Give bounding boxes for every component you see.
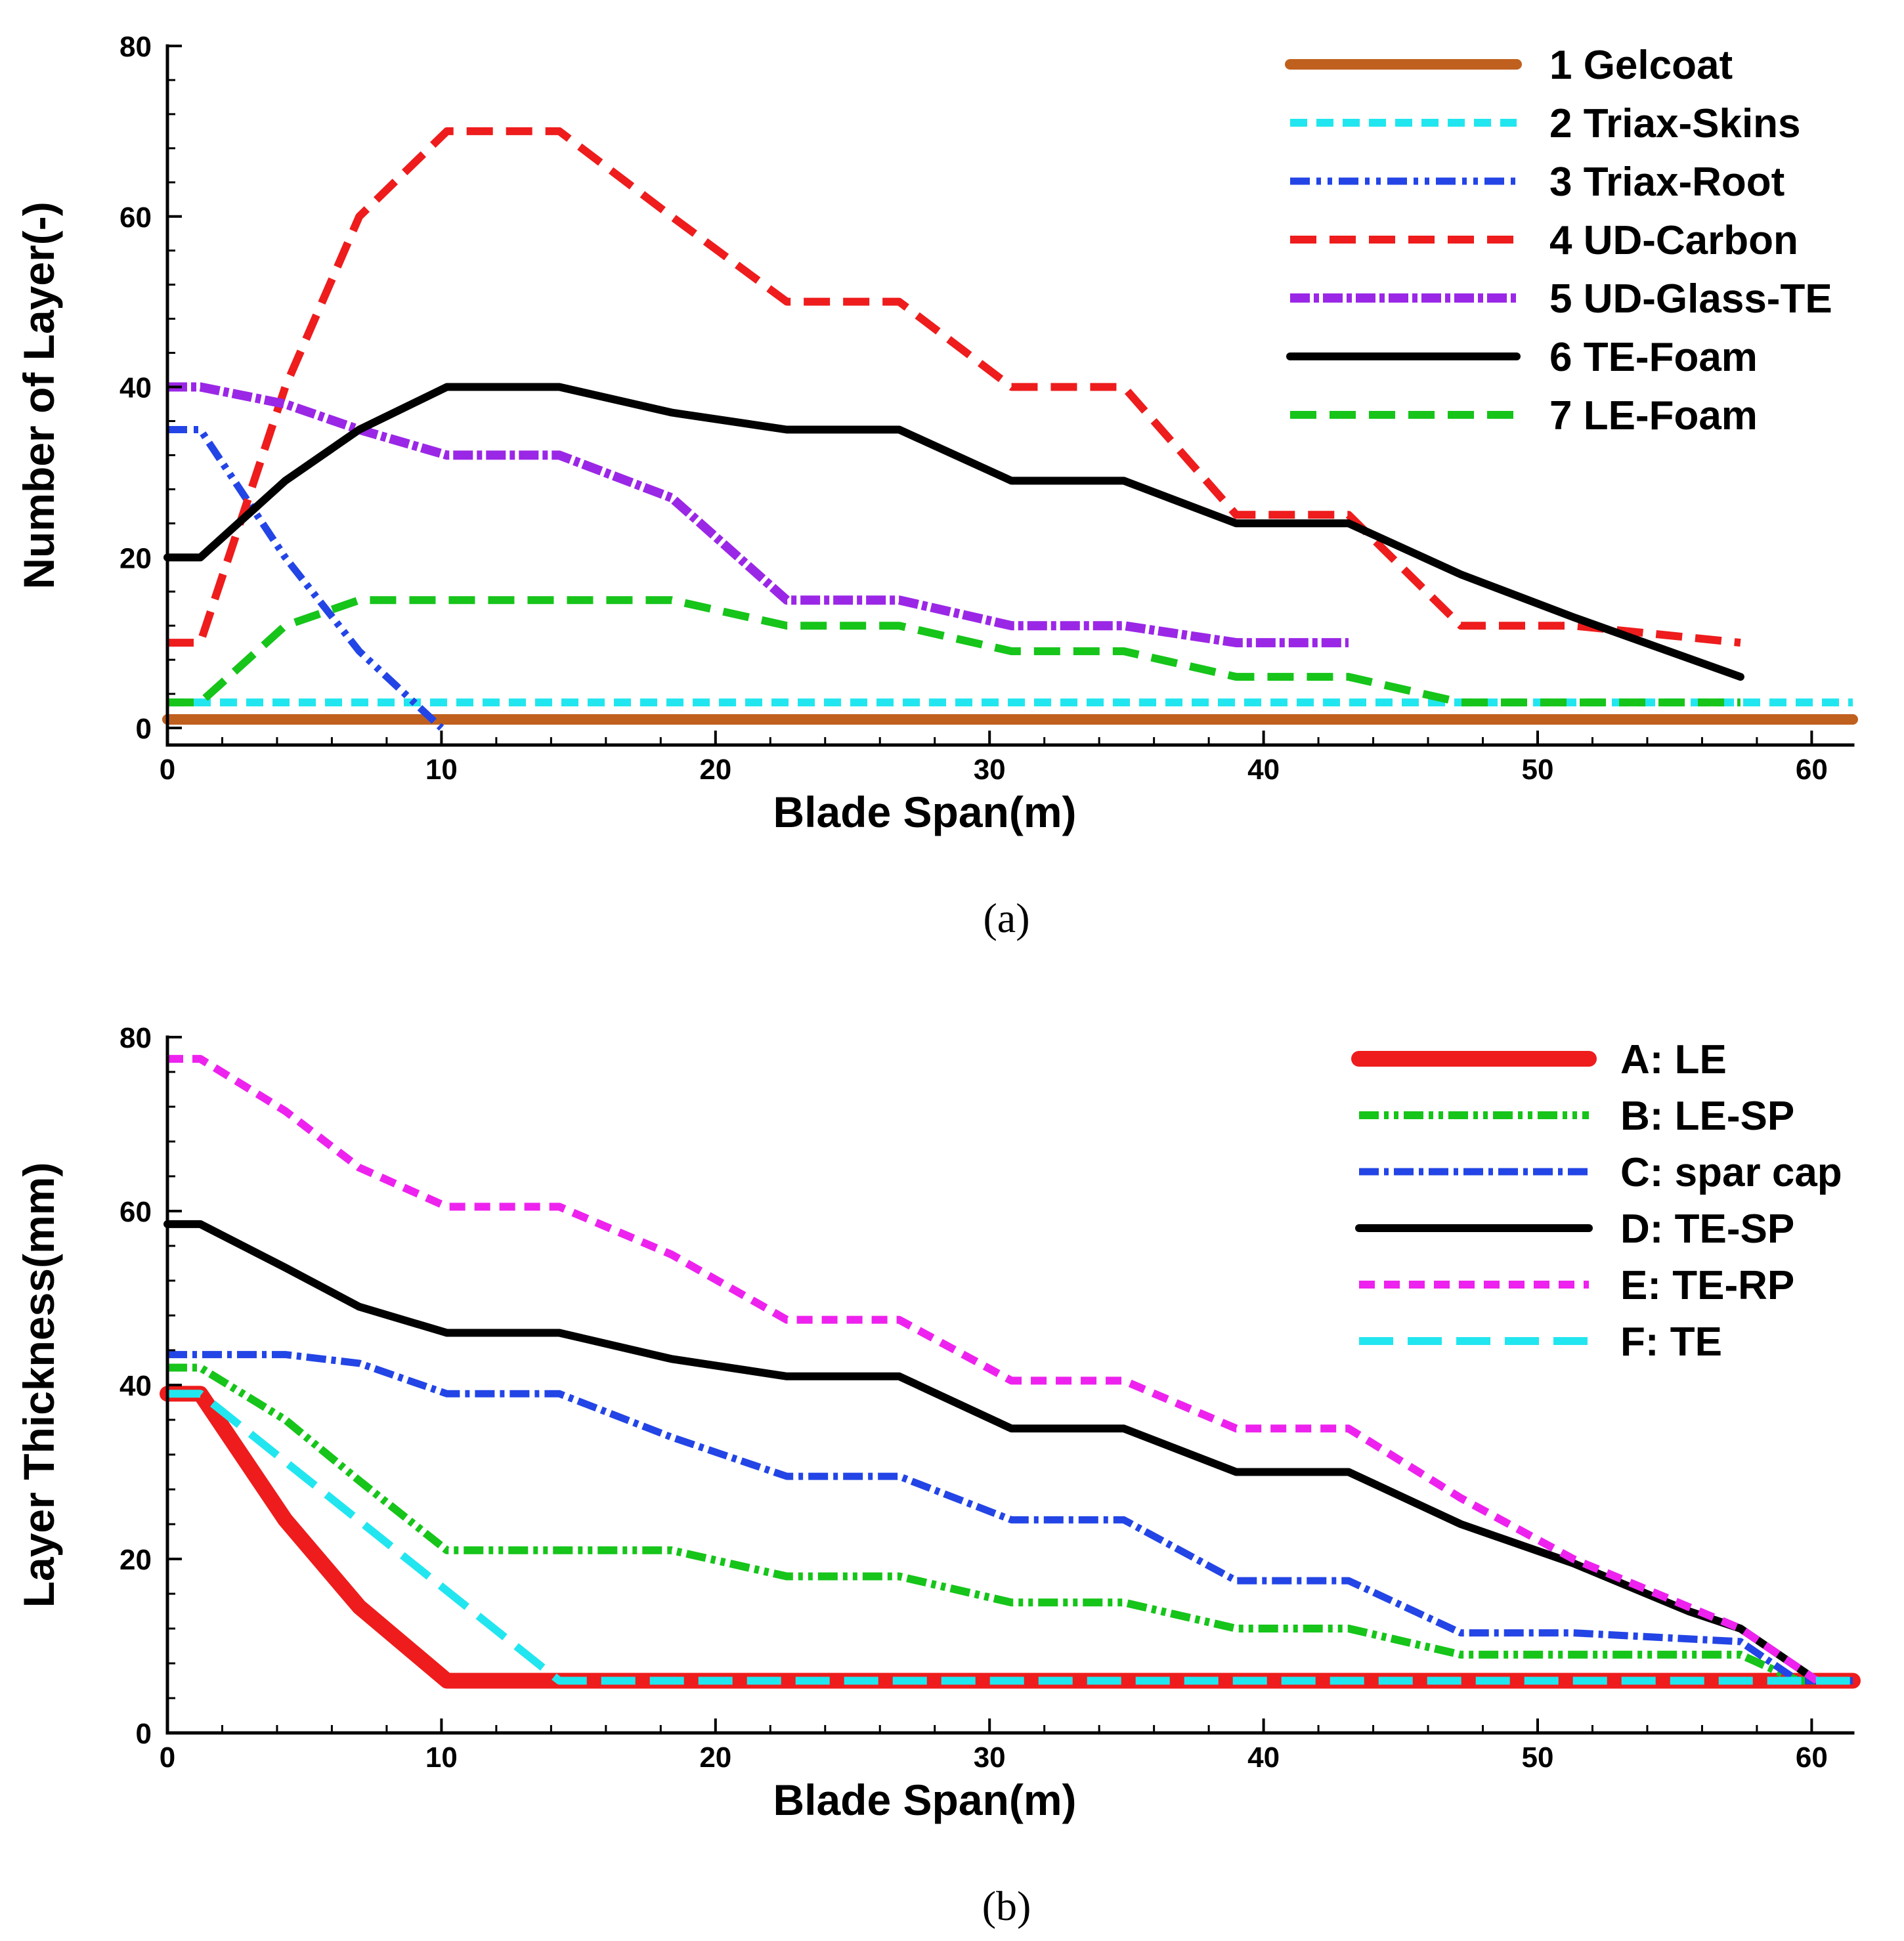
- x-tick-label-b: 0: [160, 1741, 175, 1774]
- x-axis-label-a: Blade Span(m): [773, 788, 1076, 836]
- legend-label-b-3: C: spar cap: [1620, 1150, 1842, 1195]
- legend-label-a-7: 7 LE-Foam: [1549, 393, 1758, 438]
- caption-b: (b): [982, 1883, 1031, 1929]
- x-axis-label-b: Blade Span(m): [773, 1776, 1076, 1824]
- legend-label-b-6: F: TE: [1620, 1319, 1722, 1365]
- series-line-b-6: [167, 1390, 1853, 1685]
- caption-a: (a): [983, 895, 1029, 941]
- x-tick-label-a: 50: [1522, 754, 1554, 786]
- series-line-a-7: [167, 596, 1741, 707]
- series-line-b-5: [167, 1055, 1820, 1684]
- x-tick-label-b: 60: [1796, 1741, 1828, 1774]
- series-line-a-3: [167, 426, 444, 731]
- x-tick-label-a: 0: [160, 754, 175, 786]
- x-tick-label-a: 20: [699, 754, 731, 786]
- legend-label-a-5: 5 UD-Glass-TE: [1549, 276, 1832, 322]
- x-tick-label-a: 30: [974, 754, 1006, 786]
- x-tick-label-b: 20: [699, 1741, 731, 1774]
- y-tick-label-a: 60: [119, 202, 152, 234]
- legend-label-b-1: A: LE: [1620, 1037, 1727, 1082]
- y-axis-label-b: Layer Thickness(mm): [14, 1162, 63, 1608]
- x-tick-label-b: 10: [425, 1741, 458, 1774]
- series-line-b-2: [167, 1363, 1853, 1685]
- legend-label-a-1: 1 Gelcoat: [1549, 43, 1733, 88]
- y-tick-label-a: 80: [119, 31, 152, 63]
- series-line-a-4: [167, 127, 1741, 647]
- y-tick-label-b: 0: [136, 1718, 152, 1750]
- y-axis-label-a: Number of Layer(-): [14, 202, 63, 589]
- x-tick-label-b: 30: [974, 1741, 1006, 1774]
- chart-a: 0 10 20 30 40 50 60 0 20 40 60 80 Blade Span(m) Numbe…: [14, 31, 1858, 941]
- y-tick-label-a: 0: [136, 713, 152, 745]
- legend-label-a-4: 4 UD-Carbon: [1549, 218, 1798, 263]
- y-tick-label-b: 20: [119, 1544, 152, 1576]
- y-tick-label-a: 20: [119, 542, 152, 574]
- legend-label-b-5: E: TE-RP: [1620, 1263, 1794, 1308]
- y-tick-label-b: 60: [119, 1196, 152, 1228]
- legend-label-a-6: 6 TE-Foam: [1549, 335, 1758, 380]
- legend-label-b-2: B: LE-SP: [1620, 1094, 1794, 1139]
- chart-b: 0 10 20 30 40 50 60 0 20 40 60 80 Blade Span(m) Layer…: [14, 1022, 1861, 1929]
- series-line-b-4: [163, 1220, 1821, 1685]
- series-line-b-3: [167, 1351, 1853, 1684]
- legend-label-a-2: 2 Triax-Skins: [1549, 101, 1801, 146]
- x-tick-label-a: 60: [1796, 754, 1828, 786]
- legend-label-a-3: 3 Triax-Root: [1549, 160, 1785, 205]
- x-tick-label-b: 40: [1247, 1741, 1280, 1774]
- legend-label-b-4: D: TE-SP: [1620, 1206, 1794, 1252]
- y-tick-label-b: 80: [119, 1022, 152, 1054]
- series-line-a-6: [163, 383, 1744, 681]
- x-tick-label-a: 40: [1247, 754, 1280, 786]
- x-tick-label-a: 10: [425, 754, 458, 786]
- y-tick-label-a: 40: [119, 372, 152, 404]
- x-tick-label-b: 50: [1522, 1741, 1554, 1774]
- y-tick-label-b: 40: [119, 1370, 152, 1402]
